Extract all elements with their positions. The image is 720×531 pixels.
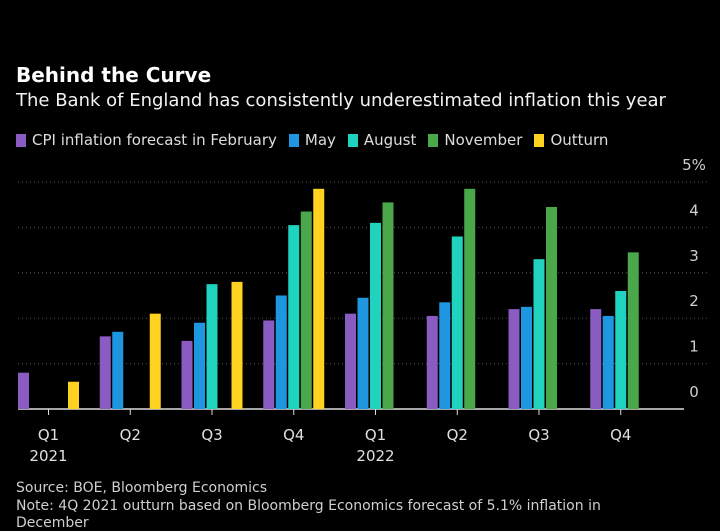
bar bbox=[112, 331, 124, 409]
bar bbox=[464, 188, 476, 409]
bar bbox=[149, 313, 161, 409]
bar bbox=[546, 206, 557, 409]
bar bbox=[288, 225, 300, 409]
bar bbox=[313, 188, 325, 409]
legend-item-outturn: Outturn bbox=[534, 131, 608, 149]
legend-label-november: November bbox=[444, 131, 523, 149]
bar bbox=[263, 320, 275, 409]
x-tick-label: Q2 bbox=[120, 426, 141, 444]
y-tick-label: 5% bbox=[682, 156, 706, 174]
bar bbox=[382, 202, 394, 409]
x-tick-label: Q4 bbox=[283, 426, 304, 444]
bar bbox=[451, 236, 463, 409]
chart-subtitle: The Bank of England has consistently und… bbox=[16, 90, 666, 111]
year-label: 2022 bbox=[356, 447, 394, 465]
bar bbox=[357, 297, 369, 409]
chart-title: Behind the Curve bbox=[16, 63, 212, 87]
bar bbox=[627, 252, 639, 409]
bar bbox=[99, 336, 111, 409]
legend-label-august: August bbox=[363, 131, 417, 149]
bar bbox=[439, 302, 451, 409]
legend-swatch-february bbox=[16, 133, 26, 147]
legend-item-november: November bbox=[428, 131, 522, 149]
y-tick-label: 3 bbox=[689, 247, 699, 265]
x-tick-label: Q4 bbox=[610, 426, 631, 444]
legend-swatch-august bbox=[347, 133, 358, 147]
x-tick-label: Q3 bbox=[528, 426, 549, 444]
bar bbox=[508, 309, 520, 409]
x-tick-label: Q3 bbox=[201, 426, 222, 444]
footnote: Note: 4Q 2021 outturn based on Bloomberg… bbox=[16, 498, 601, 514]
bar bbox=[206, 284, 218, 409]
bar bbox=[18, 372, 29, 409]
bar bbox=[181, 340, 193, 409]
bar bbox=[590, 309, 602, 409]
legend-item-february: CPI inflation forecast in February bbox=[16, 131, 277, 149]
bar bbox=[300, 211, 312, 409]
footnote-continued: December bbox=[16, 515, 89, 531]
legend-label-may: May bbox=[304, 131, 336, 149]
bar bbox=[533, 259, 545, 409]
legend-label-outturn: Outturn bbox=[550, 131, 609, 149]
year-label: 2021 bbox=[29, 447, 67, 465]
y-tick-label: 4 bbox=[689, 201, 699, 219]
bar bbox=[194, 322, 205, 409]
legend-item-may: May bbox=[288, 131, 336, 149]
x-tick-label: Q1 bbox=[365, 426, 386, 444]
bar bbox=[602, 315, 614, 409]
legend-swatch-outturn bbox=[534, 133, 545, 147]
bar bbox=[345, 313, 356, 409]
y-tick-label: 2 bbox=[689, 292, 699, 310]
legend-swatch-may bbox=[288, 133, 299, 147]
legend: CPI inflation forecast in February May A… bbox=[16, 131, 620, 149]
y-tick-label: 1 bbox=[689, 338, 699, 356]
legend-item-august: August bbox=[347, 131, 417, 149]
bar bbox=[68, 381, 79, 409]
y-tick-label: 0 bbox=[689, 383, 699, 401]
legend-label-february: CPI inflation forecast in February bbox=[32, 131, 277, 149]
x-tick-label: Q2 bbox=[447, 426, 468, 444]
bar bbox=[370, 222, 381, 409]
legend-swatch-november bbox=[428, 133, 439, 147]
bar bbox=[521, 306, 532, 409]
bar bbox=[231, 281, 243, 409]
x-tick-label: Q1 bbox=[38, 426, 59, 444]
source-note: Source: BOE, Bloomberg Economics bbox=[16, 480, 268, 496]
bar bbox=[615, 290, 627, 409]
bar bbox=[275, 295, 287, 409]
bar bbox=[426, 315, 438, 409]
